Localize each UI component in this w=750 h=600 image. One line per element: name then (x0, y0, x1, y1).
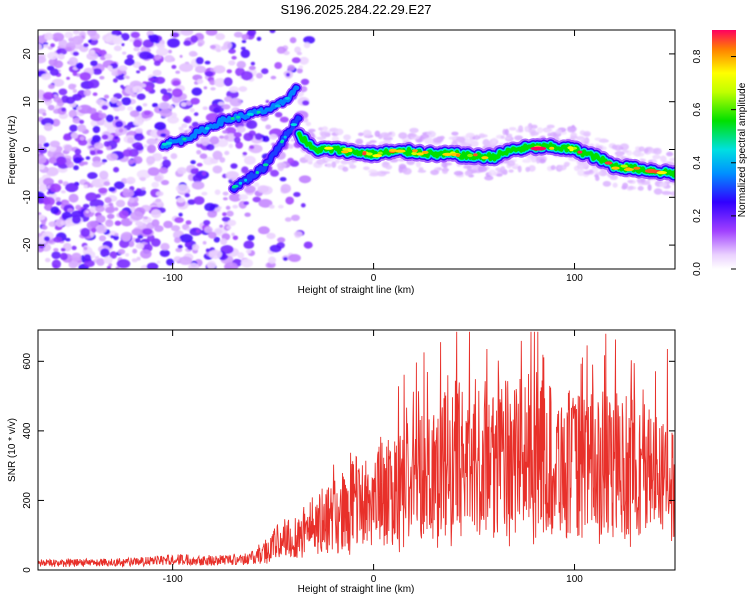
spectrogram-ytick-label: 0 (22, 146, 33, 152)
spectrogram-xtick-label: -100 (163, 273, 183, 284)
colorbar-tick-label: 0.8 (692, 49, 703, 63)
spectrogram-ytick-label: 10 (22, 96, 33, 108)
snr-frame (37, 329, 676, 571)
colorbar-ticks: 0.0 0.2 0.4 0.6 0.8 (692, 49, 736, 276)
snr-xtick-label: 0 (371, 574, 377, 585)
spectrogram-ytick-label: -20 (22, 237, 33, 252)
chart-title: S196.2025.284.22.29.E27 (280, 2, 431, 17)
snr-xtick-label: -100 (163, 574, 183, 585)
colorbar-tick-label: 0.6 (692, 102, 703, 116)
colorbar-tick-label: 0.2 (692, 209, 703, 223)
spectrogram-noise-blobs (38, 30, 675, 269)
snr-y-axis-label: SNR (10 * v/v) (7, 418, 18, 482)
spectrogram-xtick-label: 0 (371, 273, 377, 284)
spectrogram-heatmap (38, 30, 675, 269)
snr-plot-area (38, 331, 675, 568)
colorbar-tick-label: 0.0 (692, 262, 703, 276)
snr-ytick-label: 0 (22, 567, 33, 573)
spectrogram-x-axis-label: Height of straight line (km) (298, 285, 415, 296)
colorbar: 0.0 0.2 0.4 0.6 0.8 Normalized spectral ampl… (692, 30, 748, 276)
snr-series-line (38, 331, 675, 568)
spectrogram-y-axis-label: Frequency (Hz) (7, 116, 18, 185)
snr-ytick-label: 600 (22, 353, 33, 370)
spectrogram-ytick-label: -10 (22, 190, 33, 205)
snr-x-axis-label: Height of straight line (km) (298, 584, 415, 595)
snr-ytick-label: 400 (22, 422, 33, 439)
snr-panel: -100 0 100 0 200 400 600 Height of straight li… (7, 329, 676, 595)
ridge-lower-track (227, 112, 305, 195)
snr-ytick-label: 200 (22, 492, 33, 509)
spectrogram-ytick-label: 20 (22, 48, 33, 60)
snr-xtick-label: 100 (566, 574, 583, 585)
snr-ticks: -100 0 100 0 200 400 600 (22, 330, 675, 585)
colorbar-gradient (712, 30, 736, 269)
ridge-main-track (292, 126, 675, 183)
colorbar-tick-label: 0.4 (692, 155, 703, 169)
colorbar-label: Normalized spectral amplitude (737, 82, 748, 217)
spectrogram-xtick-label: 100 (566, 273, 583, 284)
ridge-upper-track (157, 82, 303, 152)
